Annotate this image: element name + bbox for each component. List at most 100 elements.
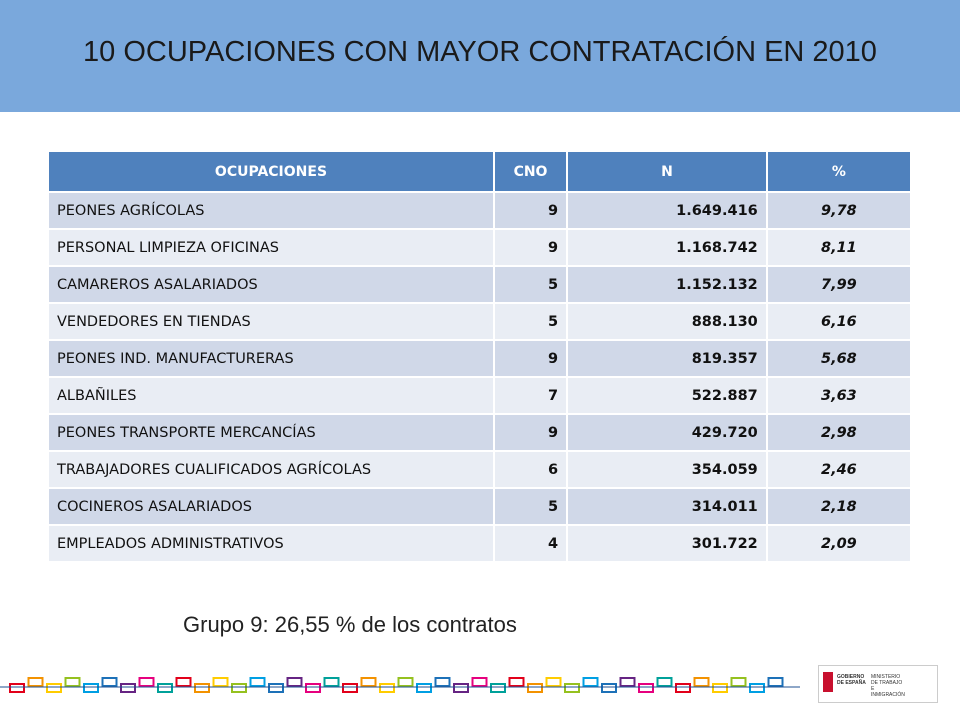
column-header: % (765, 150, 913, 193)
column-header: OCUPACIONES (47, 150, 495, 193)
table-cell: 354.059 (566, 450, 768, 489)
table-cell: 8,11 (765, 228, 913, 267)
chain-link (434, 677, 451, 687)
table-cell: 5 (492, 487, 569, 526)
table-cell: 2,18 (765, 487, 913, 526)
chain-link (305, 683, 321, 693)
table-cell: 2,98 (765, 413, 913, 452)
table-cell: 4 (492, 524, 569, 563)
chain-link (471, 677, 488, 687)
table-cell: 9 (492, 228, 569, 267)
table-row: PEONES AGRÍCOLAS 9 1.649.416 9,78 (47, 191, 913, 230)
table-row: TRABAJADORES CUALIFICADOS AGRÍCOLAS 6 354.… (47, 450, 913, 489)
chain-link (175, 677, 192, 687)
chain-link (397, 677, 414, 687)
table-row: ALBAÑILES 7 522.887 3,63 (47, 376, 913, 415)
chain-link (601, 683, 617, 693)
chain-link (582, 677, 599, 687)
table-cell: EMPLEADOS ADMINISTRATIVOS (47, 524, 495, 563)
logo: GOBIERNO DE ESPAÑA MINISTERIO DE TRABAJO… (818, 665, 938, 703)
table-cell: 1.152.132 (566, 265, 768, 304)
table-row: PEONES TRANSPORTE MERCANCÍAS 9 429.720 2,98 (47, 413, 913, 452)
table-cell: 888.130 (566, 302, 768, 341)
table-cell: 9 (492, 191, 569, 230)
table-cell: 429.720 (566, 413, 768, 452)
chain-decoration (0, 677, 800, 693)
table-cell: 819.357 (566, 339, 768, 378)
chain-link (157, 683, 173, 693)
table-cell: VENDEDORES EN TIENDAS (47, 302, 495, 341)
chain-link (749, 683, 765, 693)
table-cell: 1.649.416 (566, 191, 768, 230)
chain-link (416, 683, 432, 693)
chain-link (675, 683, 691, 693)
chain-link (64, 677, 81, 687)
emblem (823, 672, 833, 692)
chain-link (527, 683, 543, 693)
table-cell: 1.168.742 (566, 228, 768, 267)
chain-link (120, 683, 136, 693)
chain-link (249, 677, 266, 687)
chain-link (101, 677, 118, 687)
table-cell: 314.011 (566, 487, 768, 526)
table-cell: PERSONAL LIMPIEZA OFICINAS (47, 228, 495, 267)
table-row: COCINEROS ASALARIADOS 5 314.011 2,18 (47, 487, 913, 526)
chain-link (286, 677, 303, 687)
table-cell: ALBAÑILES (47, 376, 495, 415)
table-cell: 5 (492, 302, 569, 341)
table-cell: 5,68 (765, 339, 913, 378)
table-cell: CAMAREROS ASALARIADOS (47, 265, 495, 304)
footnote: Grupo 9: 26,55 % de los contratos (183, 612, 517, 637)
chain-link (490, 683, 506, 693)
data-table: OCUPACIONES CNO N% PEONES AGRÍCOLAS 9 1.649.… (47, 150, 913, 563)
table-cell: PEONES AGRÍCOLAS (47, 191, 495, 230)
column-header: N (566, 150, 768, 193)
chain-link (323, 677, 340, 687)
table-row: EMPLEADOS ADMINISTRATIVOS 4 301.722 2,09 (47, 524, 913, 563)
chain-link (730, 677, 747, 687)
table-cell: 9 (492, 339, 569, 378)
chain-link (27, 677, 44, 687)
header-row: OCUPACIONES CNO N% (47, 150, 913, 193)
table-cell: 5 (492, 265, 569, 304)
chain-link (693, 677, 710, 687)
chain-link (83, 683, 99, 693)
table-cell: COCINEROS ASALARIADOS (47, 487, 495, 526)
table-row: CAMAREROS ASALARIADOS 5 1.152.132 7,99 (47, 265, 913, 304)
table-cell: TRABAJADORES CUALIFICADOS AGRÍCOLAS (47, 450, 495, 489)
chain-link (656, 677, 673, 687)
logo-government: GOBIERNO DE ESPAÑA (837, 674, 866, 686)
slide-title: 10 OCUPACIONES CON MAYOR CONTRATACIÓN EN… (83, 36, 877, 68)
table-cell: 7,99 (765, 265, 913, 304)
chain-link (268, 683, 284, 693)
chain-link (564, 683, 580, 693)
chain-link (194, 683, 210, 693)
chain-link (767, 677, 784, 687)
table-cell: 3,63 (765, 376, 913, 415)
column-header: CNO (492, 150, 569, 193)
table-body: PEONES AGRÍCOLAS 9 1.649.416 9,78 PERSONAL L… (47, 191, 913, 563)
chain-link (231, 683, 247, 693)
chain-link (360, 677, 377, 687)
chain-link (46, 683, 62, 693)
chain-link (545, 677, 562, 687)
chain-link (638, 683, 654, 693)
table-cell: 2,09 (765, 524, 913, 563)
table-cell: PEONES TRANSPORTE MERCANCÍAS (47, 413, 495, 452)
table-cell: 9 (492, 413, 569, 452)
chain-link (212, 677, 229, 687)
chain-link (508, 677, 525, 687)
chain-link (342, 683, 358, 693)
chain-link (712, 683, 728, 693)
table-cell: 6,16 (765, 302, 913, 341)
chain-link (619, 677, 636, 687)
table-cell: PEONES IND. MANUFACTURERAS (47, 339, 495, 378)
table-row: VENDEDORES EN TIENDAS 5 888.130 6,16 (47, 302, 913, 341)
table-cell: 301.722 (566, 524, 768, 563)
chain-link (138, 677, 155, 687)
table-cell: 522.887 (566, 376, 768, 415)
chain-link (9, 683, 25, 693)
table-row: PEONES IND. MANUFACTURERAS 9 819.357 5,68 (47, 339, 913, 378)
header-band (0, 0, 960, 112)
table-cell: 7 (492, 376, 569, 415)
